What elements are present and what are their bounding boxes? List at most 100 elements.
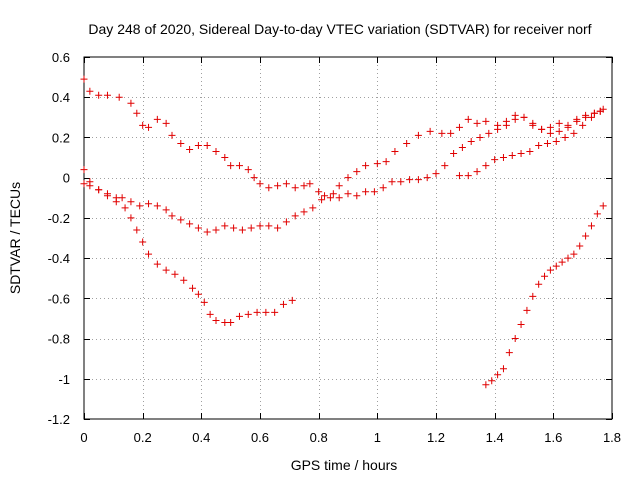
data-point bbox=[288, 296, 296, 304]
data-point bbox=[541, 272, 549, 280]
data-point bbox=[438, 129, 446, 137]
series-track-2 bbox=[80, 105, 607, 236]
data-point bbox=[546, 129, 554, 137]
data-point bbox=[476, 133, 484, 141]
y-tick-label: 0 bbox=[63, 171, 70, 186]
data-point bbox=[579, 121, 587, 129]
y-tick-label: 0.2 bbox=[52, 130, 70, 145]
data-point bbox=[227, 318, 235, 326]
data-point bbox=[329, 190, 337, 198]
x-tick-label: 1.4 bbox=[486, 430, 504, 445]
data-point bbox=[247, 224, 255, 232]
data-point bbox=[177, 139, 185, 147]
data-point bbox=[282, 180, 290, 188]
data-point bbox=[168, 212, 176, 220]
data-point bbox=[423, 174, 431, 182]
data-point bbox=[494, 125, 502, 133]
data-point bbox=[206, 310, 214, 318]
data-point bbox=[508, 152, 516, 160]
data-point bbox=[511, 335, 519, 343]
data-point bbox=[162, 266, 170, 274]
data-point bbox=[194, 141, 202, 149]
data-point bbox=[253, 308, 261, 316]
data-point bbox=[473, 168, 481, 176]
data-point bbox=[153, 202, 161, 210]
data-point bbox=[189, 284, 197, 292]
y-tick-label: 0.6 bbox=[52, 50, 70, 65]
data-point bbox=[180, 276, 188, 284]
x-tick-label: 0.8 bbox=[310, 430, 328, 445]
x-tick-label: 1.8 bbox=[603, 430, 621, 445]
data-point bbox=[321, 192, 329, 200]
data-point bbox=[494, 371, 502, 379]
data-point bbox=[511, 115, 519, 123]
data-point bbox=[473, 119, 481, 127]
data-point bbox=[555, 127, 563, 135]
data-point bbox=[194, 224, 202, 232]
data-point bbox=[112, 198, 120, 206]
data-point bbox=[300, 182, 308, 190]
data-point bbox=[450, 150, 458, 158]
data-point bbox=[279, 300, 287, 308]
data-point bbox=[282, 218, 290, 226]
data-point bbox=[235, 312, 243, 320]
data-point bbox=[502, 121, 510, 129]
data-point bbox=[587, 222, 595, 230]
data-point bbox=[362, 162, 370, 170]
data-point bbox=[482, 162, 490, 170]
data-point bbox=[441, 162, 449, 170]
data-point bbox=[546, 266, 554, 274]
data-point bbox=[80, 75, 88, 83]
data-point bbox=[455, 123, 463, 131]
data-point bbox=[344, 190, 352, 198]
data-point bbox=[177, 216, 185, 224]
data-point bbox=[194, 290, 202, 298]
data-point bbox=[256, 222, 264, 230]
data-point bbox=[127, 99, 135, 107]
y-tick-label: -1 bbox=[58, 372, 70, 387]
data-point bbox=[145, 200, 153, 208]
y-tick-labels: 0.6 0.4 0.2 0 -0.2 -0.4 -0.6 -0.8 -1 -1.2 bbox=[48, 50, 70, 427]
data-point bbox=[561, 133, 569, 141]
data-point bbox=[153, 115, 161, 123]
data-point bbox=[133, 226, 141, 234]
data-point bbox=[80, 166, 88, 174]
data-point bbox=[491, 156, 499, 164]
data-point bbox=[543, 139, 551, 147]
data-point bbox=[373, 160, 381, 168]
data-point bbox=[145, 250, 153, 258]
series-track-3 bbox=[80, 166, 296, 326]
y-tick-label: -0.6 bbox=[48, 291, 70, 306]
data-point bbox=[464, 115, 472, 123]
data-point bbox=[485, 129, 493, 137]
data-point bbox=[529, 292, 537, 300]
x-axis-label: GPS time / hours bbox=[291, 457, 398, 473]
data-point bbox=[582, 113, 590, 121]
data-point bbox=[127, 214, 135, 222]
data-point bbox=[552, 262, 560, 270]
data-point bbox=[203, 228, 211, 236]
data-point bbox=[168, 131, 176, 139]
x-tick-label: 0.6 bbox=[251, 430, 269, 445]
data-point bbox=[538, 125, 546, 133]
data-point bbox=[186, 220, 194, 228]
x-tick-label: 0.4 bbox=[192, 430, 210, 445]
data-point bbox=[564, 254, 572, 262]
data-point bbox=[370, 188, 378, 196]
data-point bbox=[265, 222, 273, 230]
data-point bbox=[306, 180, 314, 188]
data-point bbox=[587, 113, 595, 121]
x-tick-label: 0.2 bbox=[134, 430, 152, 445]
data-point bbox=[426, 127, 434, 135]
data-point bbox=[80, 180, 88, 188]
data-point bbox=[447, 129, 455, 137]
data-point bbox=[535, 141, 543, 149]
data-point bbox=[570, 250, 578, 258]
grid bbox=[84, 57, 612, 419]
data-point bbox=[546, 123, 554, 131]
data-point bbox=[115, 93, 123, 101]
data-point bbox=[103, 192, 111, 200]
y-tick-label: -0.8 bbox=[48, 332, 70, 347]
data-point bbox=[558, 258, 566, 266]
data-point bbox=[535, 280, 543, 288]
